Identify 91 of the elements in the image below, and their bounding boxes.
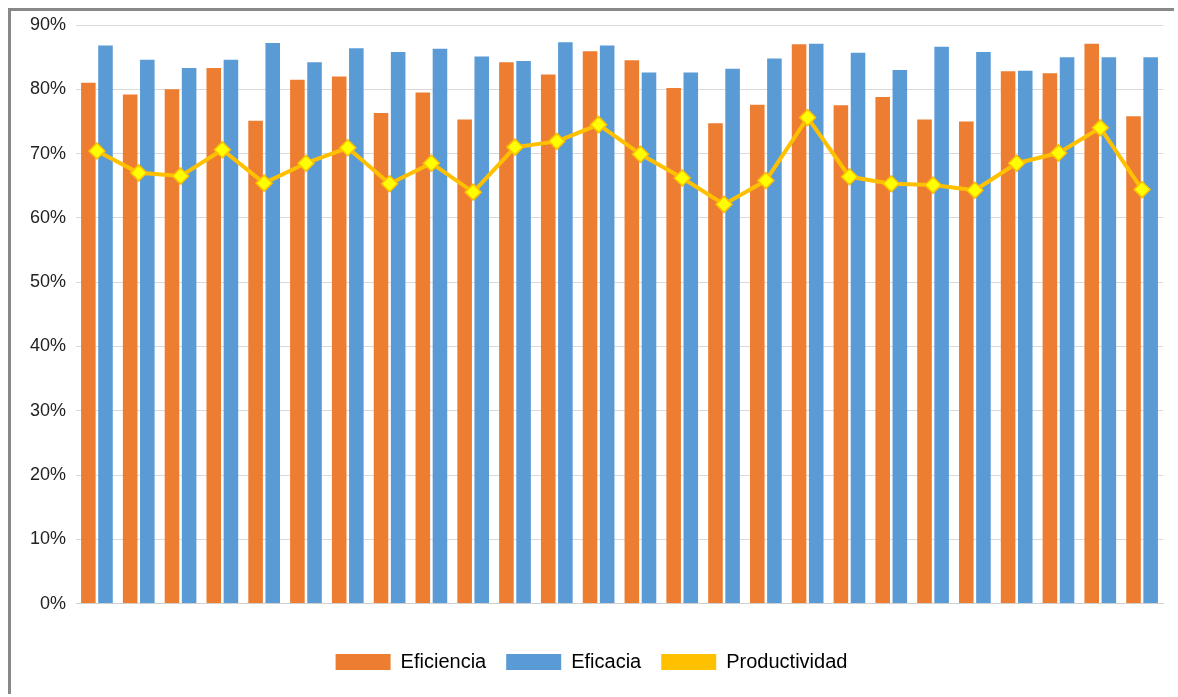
bar — [331, 76, 347, 604]
bar — [248, 120, 263, 604]
bar — [892, 70, 908, 604]
bar — [749, 104, 765, 604]
bar — [390, 52, 406, 604]
point — [715, 195, 733, 214]
bar — [499, 62, 514, 604]
y-tick-label: 20% — [30, 463, 67, 484]
bar — [432, 48, 448, 604]
bar — [959, 121, 974, 604]
point — [840, 167, 859, 186]
bar — [1042, 73, 1058, 604]
point — [757, 171, 775, 190]
point — [798, 108, 817, 127]
bar — [850, 52, 866, 604]
point — [255, 174, 273, 192]
bar — [641, 72, 657, 604]
bar — [808, 43, 824, 604]
bar — [265, 43, 281, 604]
y-tick-label: 60% — [30, 206, 67, 227]
y-tick-label: 30% — [30, 399, 67, 420]
bar — [1059, 57, 1075, 604]
point — [966, 181, 984, 199]
point — [1049, 144, 1068, 162]
point — [380, 175, 399, 193]
bar — [474, 56, 490, 604]
y-tick-label: 40% — [30, 335, 67, 356]
bar — [415, 92, 431, 604]
bar — [1101, 57, 1117, 604]
bar — [373, 113, 389, 604]
legend-label: Productividad — [726, 649, 848, 672]
y-tick-label: 70% — [30, 142, 67, 163]
point — [464, 183, 482, 201]
point — [422, 154, 441, 172]
bar — [140, 59, 155, 604]
bar — [307, 62, 322, 604]
bar — [206, 68, 222, 604]
bar — [290, 79, 305, 604]
bar — [934, 46, 949, 604]
bar — [791, 44, 807, 604]
bar — [98, 45, 113, 604]
point — [673, 169, 691, 187]
bar — [767, 58, 782, 604]
legend-label: Eficiencia — [400, 649, 488, 672]
bar — [917, 119, 932, 604]
y-tick-label: 90% — [30, 13, 67, 34]
point — [297, 154, 315, 172]
bar — [1143, 57, 1158, 604]
bar — [599, 45, 615, 604]
bar — [81, 82, 96, 604]
bar — [708, 123, 723, 604]
bar — [122, 94, 138, 604]
bar — [683, 72, 699, 604]
point — [213, 140, 232, 159]
y-tick-label: 10% — [30, 528, 67, 549]
point — [1133, 180, 1151, 199]
bar — [1017, 70, 1033, 604]
point — [589, 115, 608, 134]
point — [88, 142, 106, 160]
point — [339, 139, 357, 157]
y-tick-label: 0% — [40, 592, 67, 613]
bar — [976, 52, 991, 604]
point — [882, 175, 901, 193]
point — [631, 145, 650, 163]
bar — [516, 61, 531, 604]
bar — [223, 59, 239, 604]
bar — [457, 119, 472, 604]
bar — [540, 74, 556, 604]
point — [129, 164, 148, 182]
bar — [164, 89, 180, 604]
bar — [875, 97, 890, 604]
bar — [582, 51, 598, 604]
bar — [666, 88, 681, 604]
y-tick-label: 50% — [30, 271, 67, 292]
point — [924, 176, 942, 194]
point — [171, 167, 190, 185]
legend-label: Eficacia — [571, 649, 643, 672]
bar — [181, 68, 197, 604]
bar — [624, 60, 640, 604]
y-tick-label: 80% — [30, 78, 67, 99]
point — [548, 132, 566, 151]
bar — [349, 48, 364, 604]
point — [506, 138, 524, 156]
point — [1007, 154, 1026, 172]
bar — [1084, 43, 1099, 604]
point — [1091, 119, 1110, 137]
bar — [725, 68, 740, 604]
bar — [1126, 116, 1141, 604]
bar — [558, 42, 573, 604]
bar — [1000, 71, 1016, 604]
bar — [833, 105, 849, 604]
